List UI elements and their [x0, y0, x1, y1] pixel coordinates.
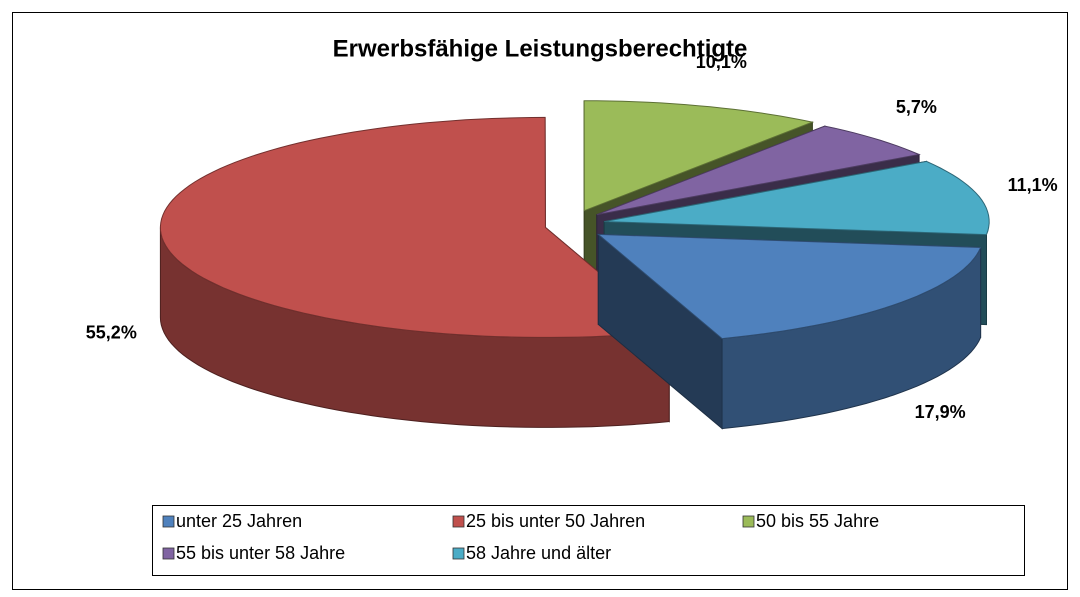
legend-swatch	[162, 515, 175, 528]
legend-label: 50 bis 55 Jahre	[756, 511, 879, 531]
slice	[604, 160, 990, 236]
slice	[596, 233, 982, 340]
data-label: 10,1%	[696, 52, 747, 72]
data-label: 11,1%	[1008, 175, 1058, 195]
legend-items: unter 25 Jahren 25 bis unter 50 Jahren 50 …	[162, 511, 879, 563]
legend-label: unter 25 Jahren	[176, 511, 302, 531]
slice	[159, 116, 671, 338]
chart-title: Erwerbsfähige Leistungsberechtigte	[333, 35, 748, 62]
legend	[152, 505, 1025, 576]
legend-swatch	[742, 515, 755, 528]
data-label: 17,9%	[915, 402, 966, 422]
legend-swatch	[452, 515, 465, 528]
data-label: 5,7%	[896, 97, 937, 117]
slice	[596, 125, 921, 216]
legend-swatch	[452, 547, 465, 560]
legend-swatch	[162, 547, 175, 560]
pie	[159, 100, 990, 430]
legend-label: 58 Jahre und älter	[466, 543, 611, 563]
data-label: 55,2%	[86, 323, 137, 343]
legend-label: 25 bis unter 50 Jahren	[466, 511, 645, 531]
legend-label: 55 bis unter 58 Jahre	[176, 543, 345, 563]
slice	[583, 100, 815, 212]
